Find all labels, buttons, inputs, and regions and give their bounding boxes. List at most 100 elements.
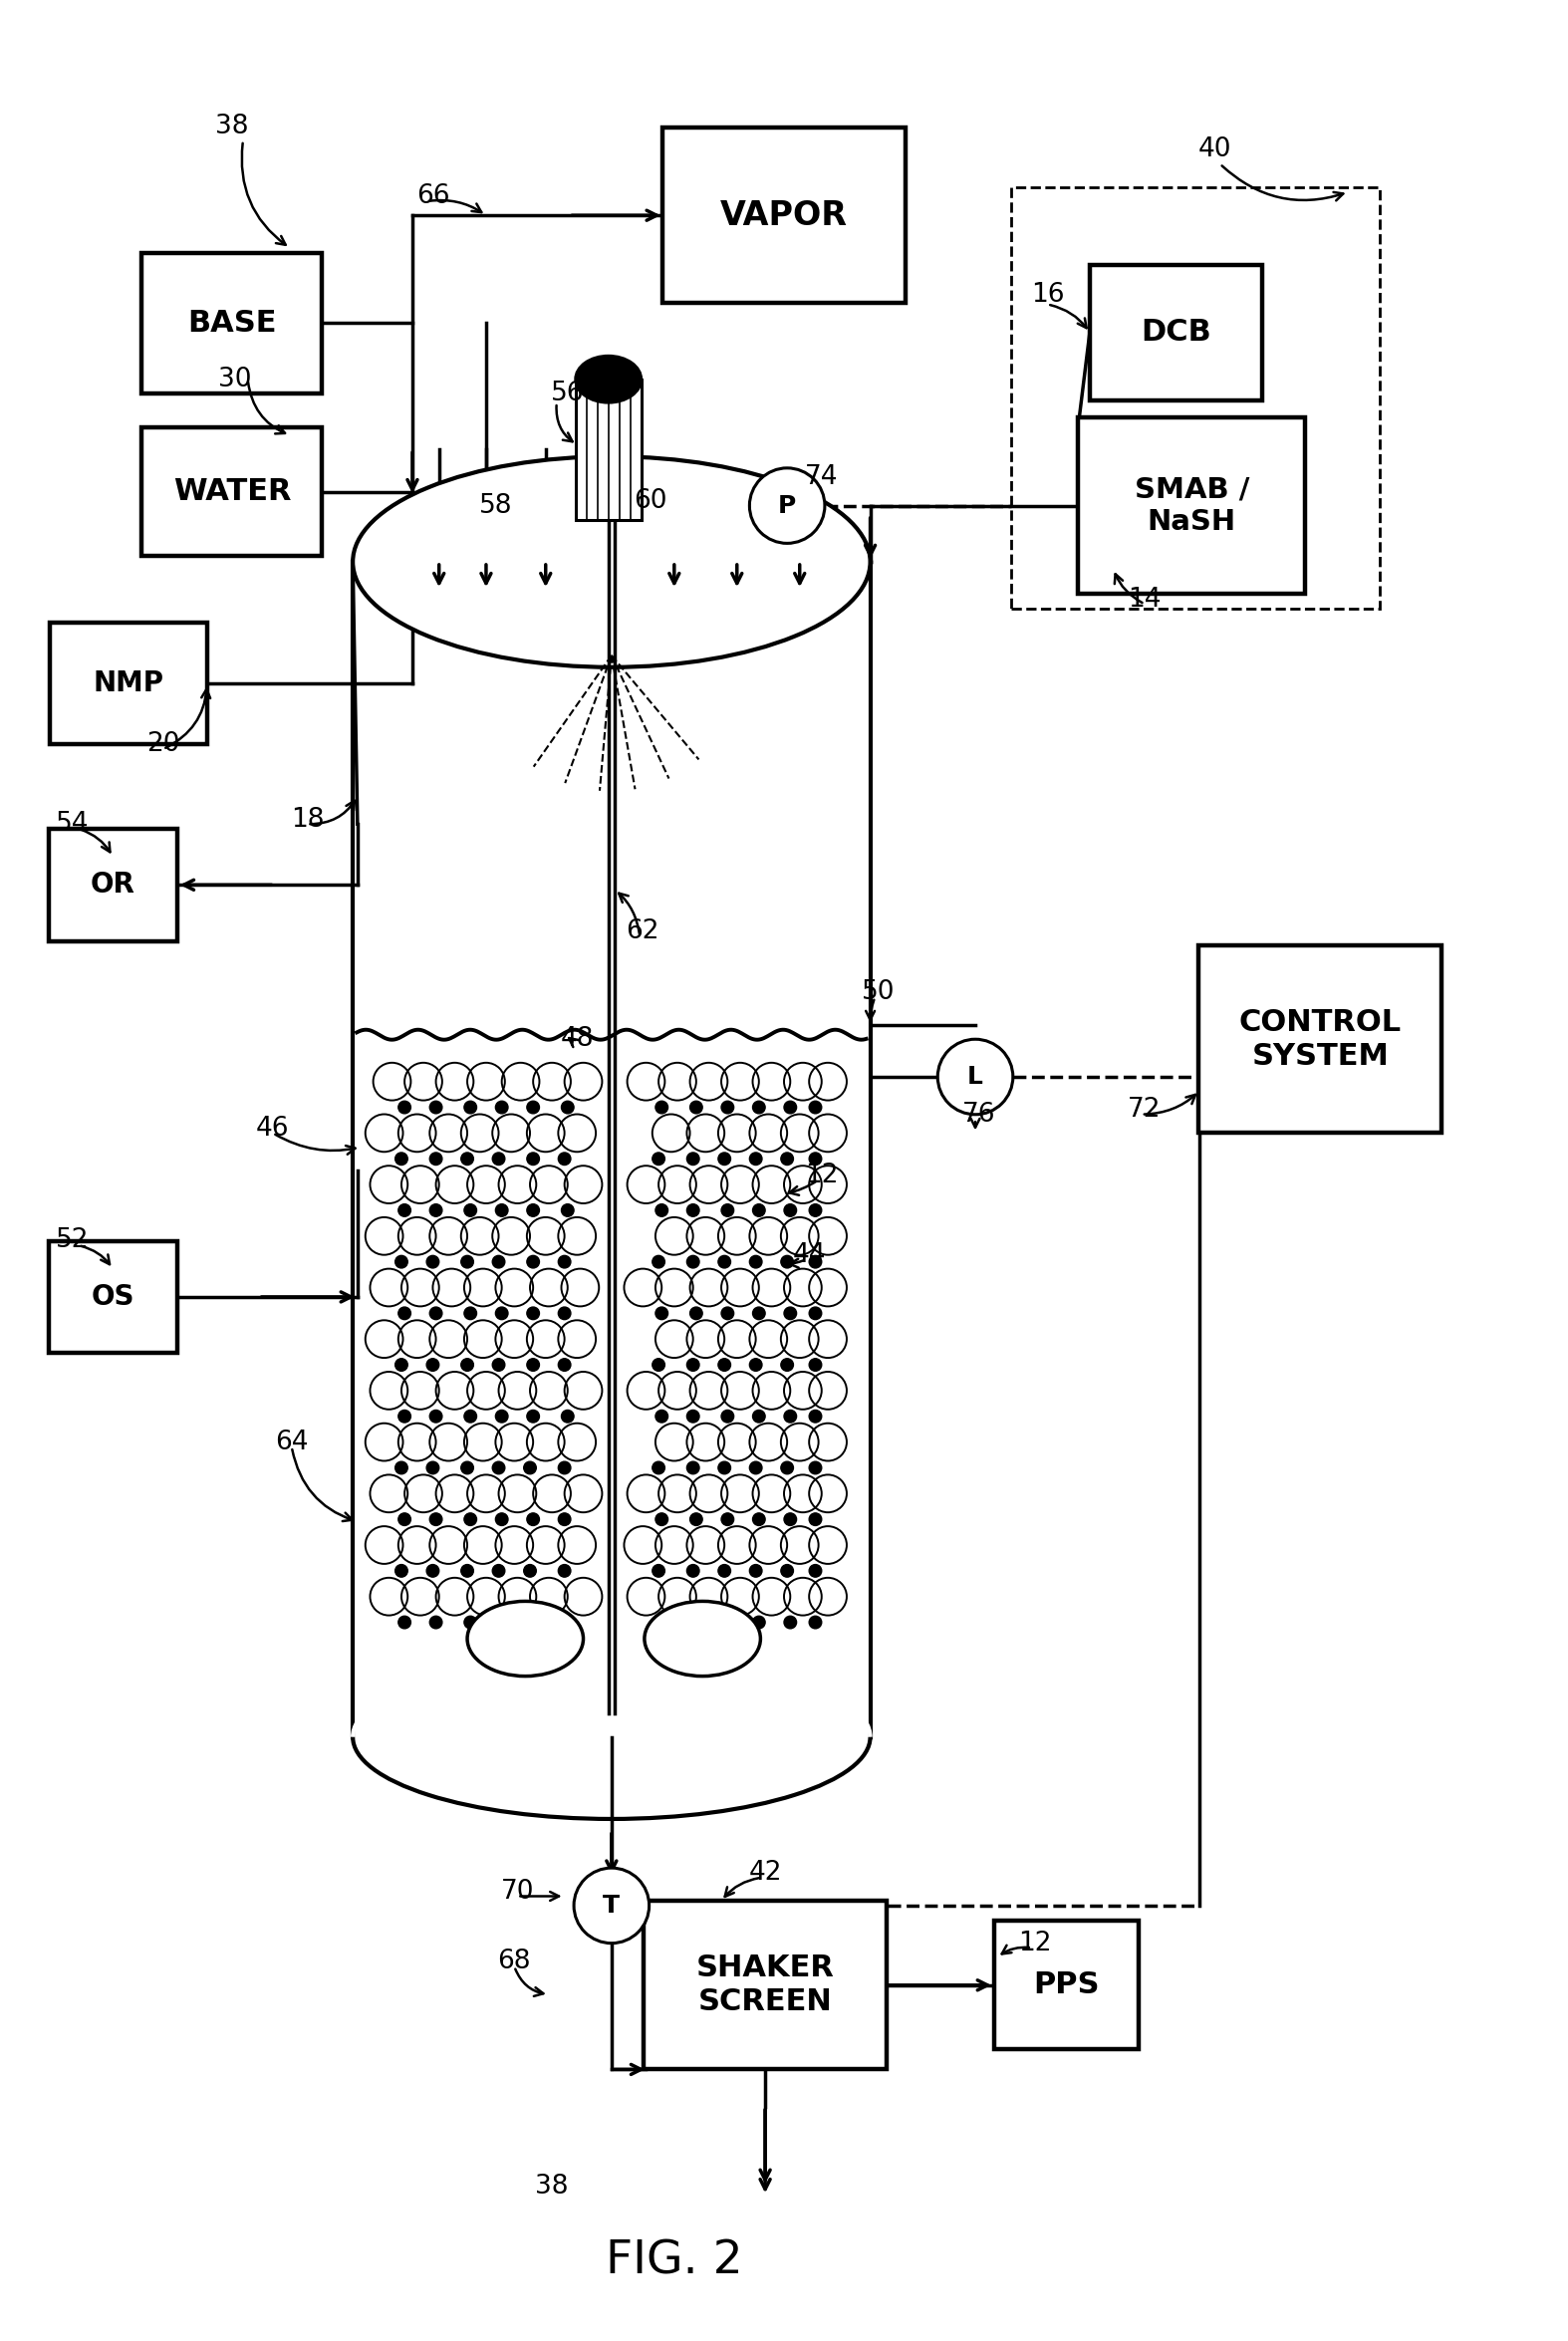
Text: L: L — [967, 1065, 983, 1089]
Text: 70: 70 — [500, 1877, 535, 1906]
Text: 38: 38 — [215, 112, 249, 140]
Circle shape — [561, 1409, 574, 1423]
Circle shape — [690, 1615, 702, 1629]
Circle shape — [687, 1203, 699, 1217]
Circle shape — [492, 1461, 505, 1475]
Text: T: T — [604, 1894, 619, 1917]
Bar — [50, 623, 207, 744]
Circle shape — [784, 1306, 797, 1320]
Circle shape — [495, 1512, 508, 1526]
Circle shape — [527, 1358, 539, 1372]
Circle shape — [784, 1100, 797, 1114]
Circle shape — [809, 1461, 822, 1475]
Circle shape — [718, 1461, 731, 1475]
Circle shape — [721, 1100, 734, 1114]
Circle shape — [558, 1461, 571, 1475]
Text: 60: 60 — [633, 487, 668, 515]
Circle shape — [721, 1615, 734, 1629]
Text: 20: 20 — [146, 730, 180, 758]
Circle shape — [558, 1152, 571, 1166]
Circle shape — [784, 1615, 797, 1629]
Circle shape — [652, 1255, 665, 1269]
Circle shape — [690, 1100, 702, 1114]
Ellipse shape — [353, 456, 870, 667]
Circle shape — [426, 1564, 439, 1578]
Circle shape — [495, 1306, 508, 1320]
Circle shape — [781, 1358, 793, 1372]
Text: 64: 64 — [274, 1428, 309, 1456]
Text: BASE: BASE — [188, 309, 276, 337]
Circle shape — [524, 1461, 536, 1475]
Text: 18: 18 — [290, 805, 325, 833]
Circle shape — [753, 1512, 765, 1526]
Circle shape — [527, 1306, 539, 1320]
Bar — [143, 253, 323, 393]
Circle shape — [492, 1152, 505, 1166]
Text: 52: 52 — [55, 1227, 89, 1255]
Circle shape — [495, 1100, 508, 1114]
Circle shape — [430, 1152, 442, 1166]
Circle shape — [527, 1615, 539, 1629]
Text: 66: 66 — [416, 183, 450, 211]
Text: 48: 48 — [560, 1025, 594, 1053]
Circle shape — [398, 1203, 411, 1217]
Text: P: P — [778, 494, 797, 517]
Circle shape — [721, 1203, 734, 1217]
Text: PPS: PPS — [1033, 1971, 1099, 1999]
Circle shape — [652, 1152, 665, 1166]
Circle shape — [398, 1615, 411, 1629]
Circle shape — [426, 1358, 439, 1372]
Circle shape — [750, 1152, 762, 1166]
Circle shape — [464, 1615, 477, 1629]
Text: 74: 74 — [804, 464, 839, 492]
Circle shape — [495, 1409, 508, 1423]
Circle shape — [464, 1100, 477, 1114]
Circle shape — [687, 1409, 699, 1423]
Circle shape — [492, 1358, 505, 1372]
Circle shape — [655, 1615, 668, 1629]
Circle shape — [492, 1255, 505, 1269]
Circle shape — [753, 1615, 765, 1629]
Circle shape — [687, 1358, 699, 1372]
Circle shape — [781, 1564, 793, 1578]
Circle shape — [464, 1306, 477, 1320]
Circle shape — [753, 1306, 765, 1320]
Circle shape — [398, 1409, 411, 1423]
Text: 72: 72 — [1127, 1096, 1162, 1124]
Bar — [49, 1241, 177, 1353]
Bar — [143, 426, 323, 555]
Circle shape — [464, 1203, 477, 1217]
Circle shape — [753, 1409, 765, 1423]
Circle shape — [461, 1564, 474, 1578]
Circle shape — [655, 1203, 668, 1217]
Text: OR: OR — [91, 871, 135, 899]
Ellipse shape — [467, 1601, 583, 1676]
Circle shape — [561, 1100, 574, 1114]
Text: 58: 58 — [478, 492, 513, 520]
Circle shape — [461, 1358, 474, 1372]
Circle shape — [655, 1512, 668, 1526]
Circle shape — [492, 1564, 505, 1578]
Text: 30: 30 — [218, 365, 252, 393]
Circle shape — [781, 1255, 793, 1269]
Text: 56: 56 — [550, 379, 585, 407]
Circle shape — [687, 1152, 699, 1166]
Circle shape — [558, 1358, 571, 1372]
Circle shape — [750, 468, 825, 543]
Circle shape — [721, 1306, 734, 1320]
Circle shape — [809, 1203, 822, 1217]
Bar — [643, 1901, 887, 2069]
Circle shape — [464, 1409, 477, 1423]
Circle shape — [558, 1306, 571, 1320]
Circle shape — [495, 1615, 508, 1629]
Circle shape — [750, 1358, 762, 1372]
Circle shape — [750, 1564, 762, 1578]
Circle shape — [464, 1512, 477, 1526]
Bar — [49, 829, 177, 941]
Circle shape — [430, 1203, 442, 1217]
Circle shape — [395, 1358, 408, 1372]
Circle shape — [426, 1461, 439, 1475]
Circle shape — [781, 1152, 793, 1166]
Circle shape — [718, 1255, 731, 1269]
Text: 62: 62 — [626, 918, 660, 946]
